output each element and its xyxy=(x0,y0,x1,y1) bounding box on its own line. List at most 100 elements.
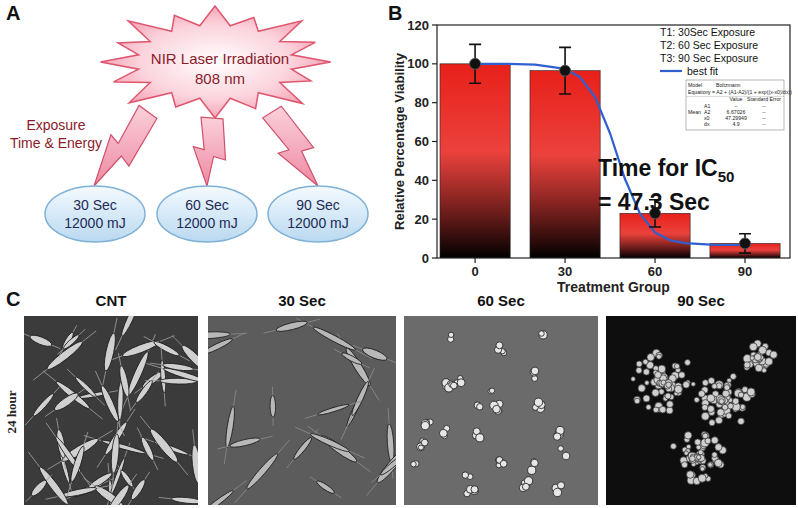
column-title: 30 Sec xyxy=(278,292,326,309)
x-axis-label: Treatment Group xyxy=(557,279,670,295)
debris-cell xyxy=(709,420,715,426)
debris-cell xyxy=(717,409,724,416)
mean-point xyxy=(560,65,571,76)
cell xyxy=(29,478,48,498)
inset-text: Model xyxy=(688,82,702,88)
cell xyxy=(153,339,181,358)
debris-cell xyxy=(698,474,706,482)
bar xyxy=(530,71,600,258)
cell xyxy=(275,319,308,333)
legend-note: T1: 30Sec Exposure xyxy=(660,26,755,38)
debris-cell xyxy=(719,399,724,404)
cell-process xyxy=(137,428,158,470)
rounded-cell xyxy=(553,488,561,496)
cell xyxy=(315,479,335,495)
cell xyxy=(134,379,155,404)
cell xyxy=(245,452,280,491)
inset-text: y = A2 + (A1-A2)/(1 + exp((x-x0)/dx)) xyxy=(708,89,792,95)
debris-cell xyxy=(646,405,651,410)
micrograph-bg xyxy=(404,316,598,505)
cell xyxy=(208,331,230,340)
node-text: 12000 mJ xyxy=(64,215,125,231)
cell-process xyxy=(235,440,290,503)
debris-cell xyxy=(722,390,729,397)
debris-cell xyxy=(707,394,715,402)
debris-cell xyxy=(726,413,732,419)
rounded-cell xyxy=(500,460,507,467)
y-tick xyxy=(432,63,437,64)
cell-process xyxy=(172,335,198,381)
micrograph xyxy=(606,316,796,505)
inset-box xyxy=(686,80,784,130)
annotation-value: = 47.3 Sec xyxy=(598,189,710,215)
rounded-cell xyxy=(477,404,483,410)
cell xyxy=(292,436,314,461)
cell-process xyxy=(118,353,130,410)
debris-cell xyxy=(666,380,672,386)
cell xyxy=(229,436,261,449)
y-tick-label: 120 xyxy=(407,18,429,33)
plot-frame xyxy=(437,25,790,258)
node-text: 90 Sec xyxy=(296,197,340,213)
micrograph xyxy=(208,316,396,505)
rounded-cell xyxy=(496,342,503,349)
cell-process xyxy=(371,447,396,482)
rounded-cell xyxy=(439,429,447,437)
rounded-cell xyxy=(462,472,468,478)
row-label: 24 hour xyxy=(4,390,19,433)
lightning-bolt xyxy=(193,117,225,186)
legend-note: T2: 60 Sec Exposure xyxy=(660,39,758,51)
cell-process xyxy=(103,318,118,386)
inset-text: Standard Error xyxy=(747,96,781,102)
rounded-cell xyxy=(450,382,456,388)
cell-process xyxy=(310,477,342,498)
debris-cell xyxy=(685,360,691,366)
debris-cell xyxy=(652,389,659,396)
debris-cell xyxy=(730,373,736,379)
legend-note: T3: 90 Sec Exposure xyxy=(660,52,758,64)
x-tick-label: 90 xyxy=(738,264,752,279)
debris-cell xyxy=(732,398,738,404)
x-tick xyxy=(564,258,565,263)
debris-cell xyxy=(724,385,730,391)
error-bar xyxy=(559,47,571,94)
rounded-cell xyxy=(411,461,416,466)
y-tick xyxy=(432,24,437,25)
cell xyxy=(379,453,396,477)
debris-cell xyxy=(712,384,717,389)
lightning-bolt xyxy=(263,106,318,186)
cell xyxy=(309,431,350,453)
debris-cell xyxy=(707,405,714,412)
debris-cell xyxy=(700,467,705,472)
x-tick-label: 30 xyxy=(558,264,572,279)
y-tick-label: 40 xyxy=(415,173,429,188)
node-text: 12000 mJ xyxy=(287,215,348,231)
starburst xyxy=(101,6,331,118)
cell xyxy=(74,375,98,399)
debris-cell xyxy=(705,438,711,444)
rounded-cell xyxy=(457,379,465,387)
debris-cell xyxy=(749,343,757,351)
inset-text: Boltzmann xyxy=(716,82,741,88)
debris-cell xyxy=(701,412,709,420)
cell-process xyxy=(46,423,90,486)
cell xyxy=(99,384,121,423)
debris-cell xyxy=(712,452,717,457)
source-text: 808 nm xyxy=(195,70,245,87)
debris-cell xyxy=(750,356,754,360)
micrograph-bg xyxy=(24,316,198,505)
debris-cell xyxy=(698,390,705,397)
debris-cell xyxy=(636,367,642,373)
cell-process xyxy=(67,369,105,406)
y-tick xyxy=(432,219,437,220)
figure: ANIR Laser Irradiation808 nmExposureTime… xyxy=(0,0,798,508)
cell-process xyxy=(366,436,396,496)
cell xyxy=(374,447,396,486)
debris-cell xyxy=(738,392,744,398)
rounded-cell xyxy=(534,398,542,406)
rounded-cell xyxy=(450,382,457,389)
cell xyxy=(69,445,87,483)
debris-cell xyxy=(643,369,649,375)
bar xyxy=(440,64,510,258)
error-bar xyxy=(469,44,481,83)
